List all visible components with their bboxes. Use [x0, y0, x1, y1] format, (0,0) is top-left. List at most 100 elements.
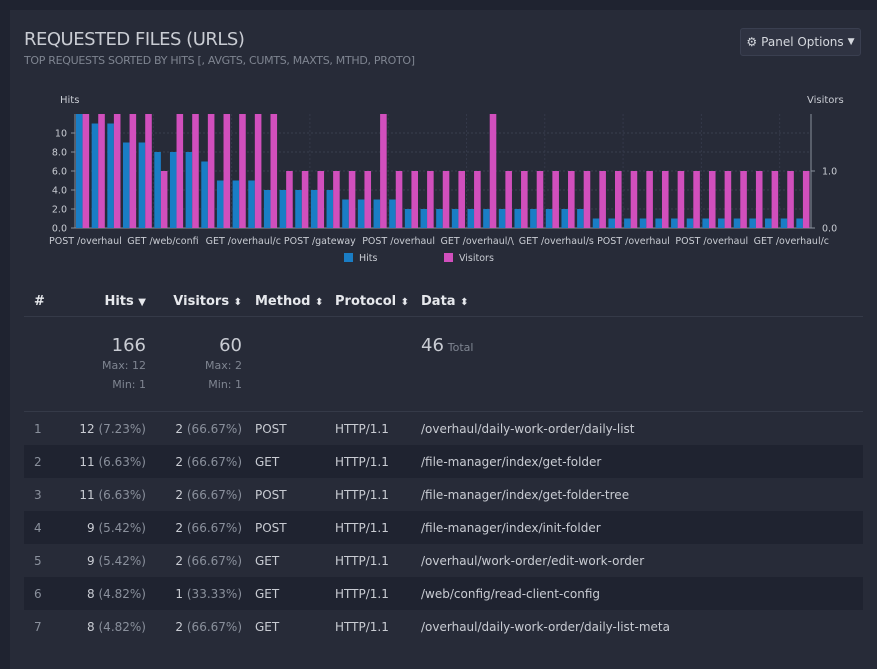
x-tick-label: GET /overhaul/s [519, 236, 594, 247]
hits-bar [404, 209, 412, 228]
hits-bar [514, 209, 522, 228]
visitors-bar [536, 171, 544, 228]
visitors-bar [661, 171, 669, 228]
hits-bar [639, 218, 647, 228]
hits-bar [451, 209, 459, 228]
visitors-bar [160, 171, 168, 228]
protocol-value: HTTP/1.1 [335, 520, 389, 535]
table-row[interactable]: 1 12 (7.23%) 2 (66.67%) POST HTTP/1.1/overha… [24, 412, 863, 446]
caret-down-icon: ▼ [847, 37, 855, 47]
row-index: 3 [34, 487, 42, 502]
hits-bar [201, 161, 208, 228]
hits-bar [373, 199, 381, 228]
visitors-bar [270, 114, 278, 228]
hits-bar [279, 190, 287, 228]
protocol-value: HTTP/1.1 [335, 553, 389, 568]
summary-row: 166 Max: 12 Min: 1 60 Max: 2 Min: 1 46 T… [24, 316, 863, 412]
col-header-method[interactable]: Method ⬍ [242, 286, 335, 317]
col-header-visitors[interactable]: Visitors ⬍ [146, 286, 242, 317]
table-row[interactable]: 2 11 (6.63%) 2 (66.67%) GET HTTP/1.1/file-ma… [24, 445, 863, 478]
cell-num: 4 [24, 511, 70, 544]
visitors-bar [442, 171, 450, 228]
hits-bar [530, 209, 537, 228]
visitors-value: 1 [175, 586, 184, 601]
table-row[interactable]: 3 11 (6.63%) 2 (66.67%) POST HTTP/1.1/file-m… [24, 478, 863, 511]
hits-bar [671, 218, 678, 228]
visitors-bar [474, 171, 481, 228]
data-total-label: Total [447, 341, 474, 354]
visitors-bar [82, 114, 90, 228]
cell-visitors: 2 (66.67%) [146, 478, 242, 511]
legend-swatch-visitors [444, 253, 453, 262]
hits-bar [248, 180, 255, 228]
cell-data: /file-manager/index/get-folder-tree [421, 478, 863, 511]
hits-percent: (4.82%) [94, 619, 147, 634]
visitors-percent: (66.67%) [183, 487, 242, 502]
visitors-bar [802, 171, 810, 228]
hits-bar [169, 152, 177, 228]
visitors-bar [317, 171, 325, 228]
cell-num: 5 [24, 544, 70, 577]
visitors-percent: (33.33%) [183, 586, 242, 601]
cell-visitors: 2 (66.67%) [146, 511, 242, 544]
cell-protocol: HTTP/1.1 [335, 544, 421, 577]
hits-bar [326, 190, 334, 228]
cell-method: POST [242, 412, 335, 446]
col-header-data[interactable]: Data ⬍ [421, 286, 863, 317]
method-value: POST [255, 487, 287, 502]
hits-bar [263, 190, 271, 228]
visitors-bar [176, 114, 184, 228]
visitors-bar [693, 171, 700, 228]
hits-bar [780, 218, 788, 228]
hits-value: 11 [79, 454, 95, 469]
left-tick-label: 8.0 [52, 148, 67, 159]
x-tick-label: GET /overhaul/c [206, 236, 281, 247]
visitors-bar [411, 171, 419, 228]
row-index: 2 [34, 454, 42, 469]
data-value: /file-manager/index/init-folder [421, 520, 601, 535]
col-header-hits[interactable]: Hits ▼ [70, 286, 146, 317]
cell-data: /file-manager/index/get-folder [421, 445, 863, 478]
panel-title: REQUESTED FILES (URLS) [24, 29, 245, 50]
hits-bar [749, 218, 756, 228]
protocol-value: HTTP/1.1 [335, 454, 389, 469]
hits-bar [436, 209, 443, 228]
left-tick-label: 0.0 [52, 224, 67, 235]
panel-options-label: Panel Options [761, 35, 844, 49]
visitors-bar [708, 171, 716, 228]
col-header-protocol[interactable]: Protocol ⬍ [335, 286, 421, 317]
hits-max: Max: 12 [102, 359, 146, 372]
data-total: 46 [421, 335, 444, 356]
cell-protocol: HTTP/1.1 [335, 577, 421, 610]
panel-options-button[interactable]: ⚙ Panel Options ▼ [740, 28, 861, 56]
hits-bar [498, 209, 506, 228]
hits-bar [577, 209, 584, 228]
cell-data: /web/config/read-client-config [421, 577, 863, 610]
hits-percent: (5.42%) [94, 520, 147, 535]
cell-num: 7 [24, 610, 70, 643]
cell-visitors: 2 (66.67%) [146, 412, 242, 446]
cell-num: 6 [24, 577, 70, 610]
cell-data: /overhaul/daily-work-order/daily-list [421, 412, 863, 446]
row-index: 7 [34, 619, 42, 634]
data-value: /file-manager/index/get-folder [421, 454, 602, 469]
visitors-bar [755, 171, 763, 228]
method-value: GET [255, 454, 280, 469]
method-value: POST [255, 421, 287, 436]
x-tick-label: POST /gateway [284, 236, 356, 247]
visitors-bar [552, 171, 559, 228]
visitors-bar [615, 171, 622, 228]
hits-percent: (7.23%) [94, 421, 147, 436]
visitors-bar [223, 114, 231, 228]
visitors-bar [286, 171, 293, 228]
visitors-bar [427, 171, 434, 228]
protocol-value: HTTP/1.1 [335, 619, 389, 634]
gear-icon: ⚙ [746, 35, 758, 49]
hits-total: 166 [111, 335, 146, 356]
hits-bar [76, 114, 83, 228]
cell-protocol: HTTP/1.1 [335, 445, 421, 478]
